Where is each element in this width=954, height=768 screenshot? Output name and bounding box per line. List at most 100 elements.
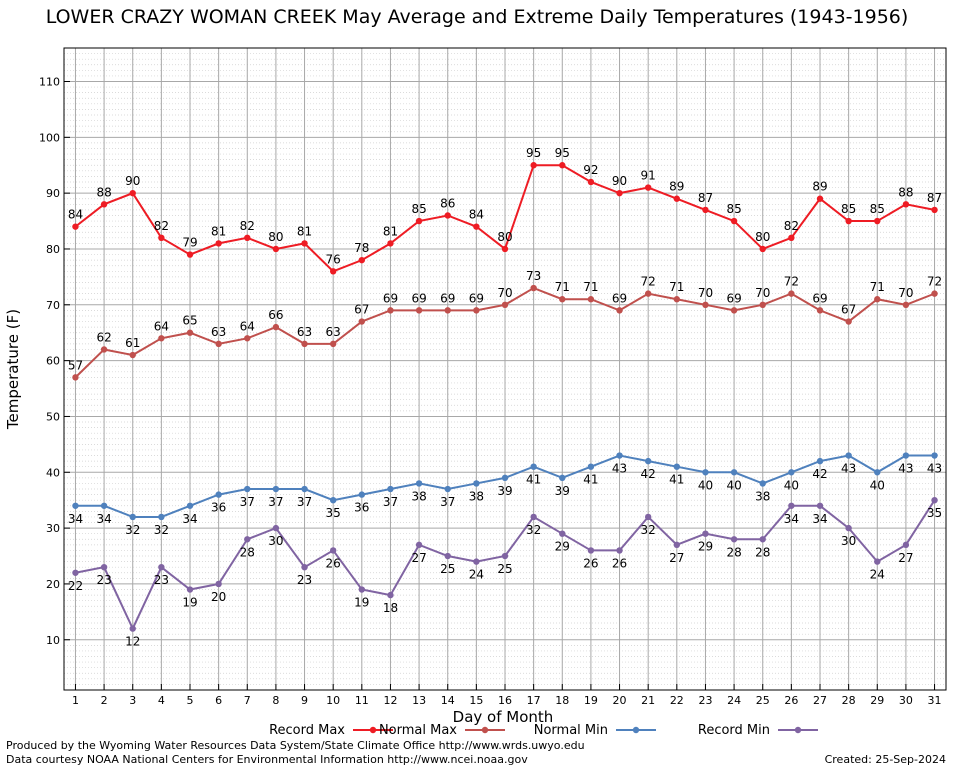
legend-swatch-marker [369,726,377,734]
data-point-normal-min [329,496,337,504]
x-axis-ticks: 1 2 3 4 5 6 7 8 9 10 11 12 13 14 15 16 17 18 19 20 21 22 23 24 2… [72,684,942,707]
data-point-normal-min [444,485,451,493]
series-record-max: 84 88 90 82 79 81 82 80 81 76 78 81 85 86 84 80 95 95 92 90… [68,146,942,275]
legend-label: Normal Max [379,723,457,738]
data-point-record-max [158,234,165,242]
legend-label: Normal Min [534,723,608,738]
data-point-record-min [387,591,394,599]
data-point-record-max [816,195,824,202]
data-label-record-min: 20 [211,590,226,604]
x-tick-label: 30 [899,694,913,707]
data-label-record-min: 27 [669,551,684,565]
data-label-normal-max: 70 [755,286,770,300]
data-label-record-min: 32 [526,523,541,537]
data-label-normal-max: 64 [240,319,255,333]
data-label-normal-min: 34 [68,512,83,526]
data-point-normal-max [444,307,451,314]
data-point-normal-min [759,480,766,487]
data-point-normal-max [72,374,79,381]
data-point-normal-max [329,340,337,348]
x-tick-label: 26 [784,694,798,707]
legend-swatch-marker [632,726,640,734]
data-point-normal-max [501,301,509,308]
x-tick-label: 31 [928,694,942,707]
data-label-normal-max: 64 [154,319,169,333]
data-label-normal-max: 69 [469,291,484,305]
data-point-normal-max [644,290,652,297]
data-point-normal-max [415,307,423,314]
data-label-normal-min: 37 [383,495,398,509]
data-point-normal-min [215,491,222,498]
data-label-record-min: 29 [555,540,570,554]
data-point-normal-min [902,452,910,459]
data-point-record-min [902,541,910,549]
data-label-normal-min: 43 [612,462,627,476]
data-label-normal-max: 62 [96,330,111,344]
data-point-normal-max [129,351,136,359]
data-point-record-min [358,586,366,593]
data-label-normal-max: 63 [326,325,341,339]
x-tick-label: 18 [555,694,569,707]
data-point-record-min [129,625,136,632]
x-tick-label: 3 [129,694,136,707]
x-tick-label: 5 [187,694,194,707]
legend-swatch-marker [481,726,489,734]
legend-label: Record Min [698,723,770,738]
data-point-record-max [644,184,652,191]
data-point-record-max [358,256,366,264]
data-label-record-max: 88 [96,185,111,199]
data-point-record-max [244,234,251,242]
y-axis-title: Temperature (F) [4,309,22,430]
data-label-normal-min: 36 [354,501,369,515]
data-label-normal-max: 72 [784,275,799,289]
data-label-record-min: 29 [698,540,713,554]
data-point-record-min [559,530,566,537]
data-point-normal-min [301,485,308,493]
x-tick-label: 20 [613,694,627,707]
data-point-normal-max [845,318,852,325]
data-label-record-max: 95 [526,146,541,160]
data-point-normal-max [673,296,681,303]
data-label-record-max: 87 [927,191,942,205]
y-tick-label: 60 [46,355,60,368]
x-tick-label: 15 [469,694,483,707]
data-label-record-min: 18 [383,601,398,615]
data-label-record-max: 76 [326,252,341,266]
data-label-normal-max: 71 [870,280,885,294]
data-point-record-min [244,536,251,543]
data-label-normal-min: 32 [125,523,140,537]
x-tick-label: 23 [698,694,712,707]
data-point-normal-min [186,502,194,509]
data-point-record-min [473,558,480,565]
data-label-record-max: 80 [268,230,283,244]
data-label-record-max: 86 [440,196,455,210]
data-label-normal-min: 40 [698,478,713,492]
data-point-record-min [730,536,738,543]
data-label-normal-max: 69 [726,291,741,305]
data-label-record-max: 85 [726,202,741,216]
data-point-normal-max [215,340,222,348]
data-label-normal-min: 42 [641,467,656,481]
x-tick-label: 8 [272,694,279,707]
data-label-record-max: 87 [698,191,713,205]
data-point-record-min [215,580,222,588]
data-label-normal-min: 37 [440,495,455,509]
data-label-normal-max: 57 [68,358,83,372]
credit-line-data-source: Data courtesy NOAA National Centers for … [6,753,528,766]
data-label-record-min: 28 [240,545,255,559]
data-label-normal-max: 72 [641,275,656,289]
data-point-normal-max [473,307,480,314]
data-label-normal-min: 40 [870,478,885,492]
data-point-normal-max [186,329,194,336]
data-point-record-max [874,217,881,225]
data-label-record-min: 23 [154,573,169,587]
data-point-record-max [186,251,194,258]
data-point-normal-min [816,457,824,465]
data-label-record-min: 19 [354,596,369,610]
x-tick-label: 4 [158,694,165,707]
y-tick-label: 100 [39,131,60,144]
data-point-record-max [902,201,910,208]
data-point-normal-min [501,474,509,482]
data-point-record-max [673,195,681,202]
data-label-record-min: 30 [841,534,856,548]
